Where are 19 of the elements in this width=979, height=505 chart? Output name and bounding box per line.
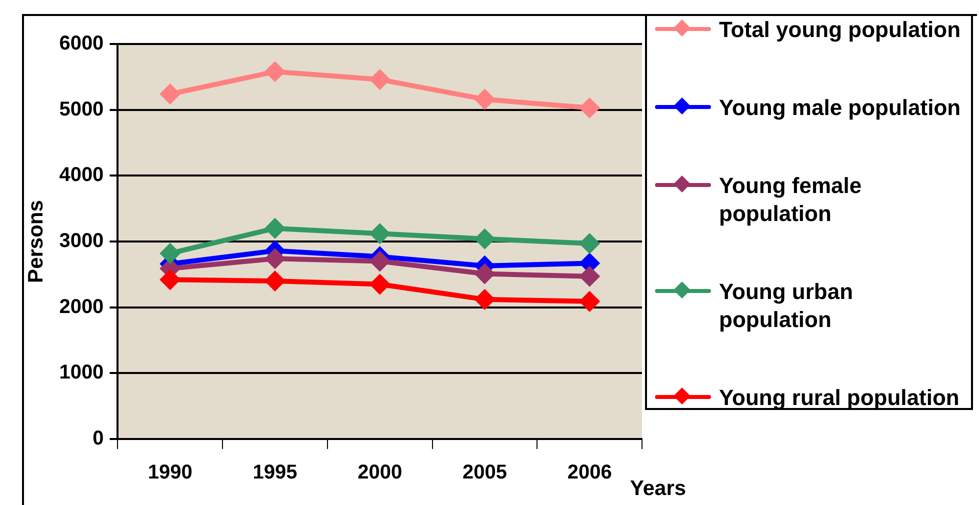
legend-label: Young female population — [719, 172, 863, 228]
y-tick-label: 5000 — [59, 98, 104, 120]
legend-label: Young male population — [719, 94, 961, 122]
y-tick-label: 3000 — [59, 230, 104, 252]
legend-label: Young rural population — [719, 384, 960, 412]
y-tick-label: 4000 — [59, 164, 104, 186]
y-axis-title: Persons — [24, 200, 48, 283]
y-tick-label: 1000 — [59, 362, 104, 384]
x-tick-label: 2000 — [358, 462, 402, 484]
legend-label: Total young population — [719, 16, 961, 44]
y-tick-label: 2000 — [59, 296, 104, 318]
x-tick-label: 2006 — [567, 462, 612, 484]
x-tick-label: 1990 — [148, 462, 192, 484]
x-tick-label: 2005 — [462, 462, 507, 484]
x-axis-title: Years — [630, 476, 686, 500]
legend-label: Young urban population — [719, 278, 854, 334]
y-tick-label: 6000 — [59, 32, 104, 55]
x-tick-label: 1995 — [252, 462, 298, 484]
y-tick-label: 0 — [92, 428, 104, 450]
